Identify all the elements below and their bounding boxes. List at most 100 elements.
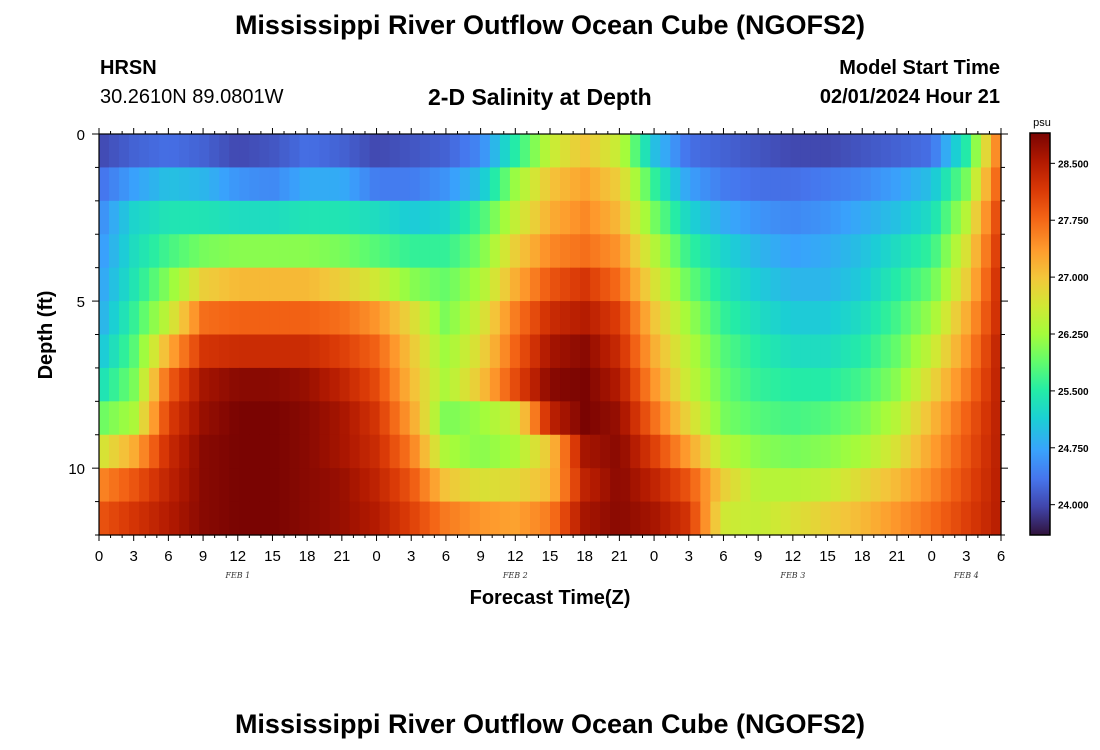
heatmap-cell: [670, 401, 681, 436]
heatmap-cell: [570, 134, 581, 169]
heatmap-cell: [580, 267, 591, 302]
heatmap-cell: [560, 301, 571, 336]
heatmap-cell: [359, 301, 371, 336]
heatmap-cell: [129, 200, 140, 235]
heatmap-cell: [640, 167, 651, 202]
heatmap-cell: [590, 401, 601, 436]
heatmap-cell: [900, 301, 912, 336]
heatmap-cell: [519, 200, 531, 235]
heatmap-cell: [650, 301, 661, 336]
colorbar-tick-label: 26.250: [1058, 330, 1089, 341]
heatmap-cell: [179, 301, 190, 336]
heatmap-cell: [750, 501, 762, 536]
heatmap-cell: [670, 501, 681, 536]
heatmap-cell: [429, 367, 441, 402]
heatmap-cell: [409, 301, 421, 336]
heatmap-cell: [920, 234, 932, 269]
heatmap-cell: [99, 468, 110, 503]
heatmap-cell: [539, 167, 551, 202]
y-tick-label: 0: [77, 127, 85, 144]
heatmap-cell: [920, 167, 932, 202]
heatmap-cell: [199, 167, 210, 202]
heatmap-cell: [930, 167, 942, 202]
heatmap-cell: [309, 434, 321, 469]
heatmap-cell: [880, 200, 892, 235]
heatmap-cell: [519, 167, 531, 202]
x-tick-label: 3: [130, 548, 138, 565]
heatmap-cell: [930, 200, 942, 235]
heatmap-cell: [670, 301, 681, 336]
heatmap-cell: [299, 267, 311, 302]
heatmap-cell: [459, 234, 471, 269]
heatmap-cell: [289, 501, 301, 536]
heatmap-cell: [419, 234, 431, 269]
heatmap-cell: [289, 167, 301, 202]
heatmap-cell: [199, 134, 210, 169]
heatmap-cell: [860, 301, 872, 336]
heatmap-cell: [840, 267, 852, 302]
heatmap-cell: [640, 134, 651, 169]
heatmap-cell: [860, 434, 872, 469]
heatmap-cell: [610, 200, 621, 235]
heatmap-cell: [780, 434, 792, 469]
heatmap-cell: [740, 468, 752, 503]
x-tick-label: 9: [199, 548, 207, 565]
heatmap-cell: [189, 267, 200, 302]
heatmap-cell: [700, 301, 711, 336]
heatmap-cell: [259, 468, 270, 503]
heatmap-cell: [259, 301, 270, 336]
heatmap-cell: [610, 234, 621, 269]
heatmap-cell: [159, 267, 170, 302]
heatmap-cell: [720, 234, 731, 269]
heatmap-cell: [740, 234, 752, 269]
heatmap-cell: [179, 134, 190, 169]
heatmap-cell: [820, 501, 832, 536]
date-label: FEB 2: [502, 571, 528, 580]
heatmap-cell: [560, 334, 571, 369]
heatmap-cell: [990, 301, 1002, 336]
heatmap-cell: [800, 167, 812, 202]
heatmap-cell: [610, 267, 621, 302]
heatmap-cell: [189, 167, 200, 202]
heatmap-cell: [730, 434, 742, 469]
heatmap-cell: [990, 468, 1002, 503]
heatmap-cell: [319, 434, 331, 469]
heatmap-cell: [389, 501, 401, 536]
heatmap-cell: [149, 501, 160, 536]
heatmap-cell: [109, 167, 120, 202]
heatmap-cell: [509, 167, 521, 202]
heatmap-cell: [890, 267, 902, 302]
heatmap-cell: [259, 434, 270, 469]
heatmap-cell: [429, 334, 441, 369]
date-label: FEB 1: [224, 571, 250, 580]
heatmap-cell: [209, 468, 220, 503]
heatmap-cell: [209, 367, 220, 402]
heatmap-cell: [149, 468, 160, 503]
x-tick-label: 18: [576, 548, 593, 565]
heatmap-cell: [189, 468, 200, 503]
heatmap-cell: [189, 234, 200, 269]
heatmap-cell: [309, 134, 321, 169]
heatmap-cell: [970, 134, 982, 169]
heatmap-cell: [960, 501, 972, 536]
heatmap-cell: [980, 301, 992, 336]
heatmap-cell: [780, 200, 792, 235]
heatmap-cell: [299, 334, 311, 369]
x-tick-label: 18: [299, 548, 316, 565]
heatmap-cell: [139, 468, 150, 503]
heatmap-cell: [279, 434, 291, 469]
heatmap-cell: [399, 367, 411, 402]
heatmap-cell: [820, 434, 832, 469]
heatmap-cell: [570, 401, 581, 436]
heatmap-cell: [650, 134, 661, 169]
heatmap-cell: [329, 200, 341, 235]
heatmap-cell: [700, 334, 711, 369]
colorbar-tick-label: 24.000: [1058, 501, 1089, 512]
x-tick-label: 21: [334, 548, 351, 565]
x-tick-label: 3: [962, 548, 970, 565]
heatmap-cell: [419, 501, 431, 536]
heatmap-cell: [770, 401, 782, 436]
heatmap-cell: [690, 267, 701, 302]
heatmap-cell: [359, 501, 371, 536]
heatmap-cell: [319, 501, 331, 536]
